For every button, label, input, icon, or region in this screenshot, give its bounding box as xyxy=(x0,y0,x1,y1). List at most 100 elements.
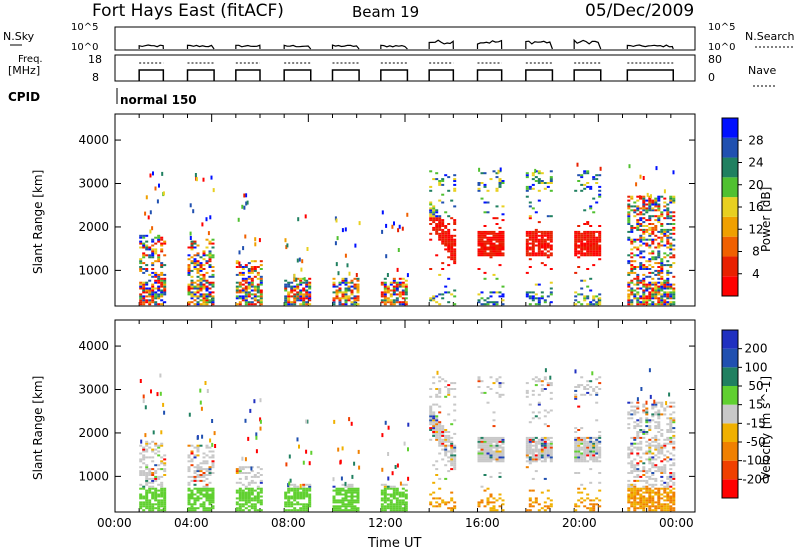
data-cell xyxy=(627,221,631,224)
data-cell xyxy=(537,440,541,443)
data-cell xyxy=(157,238,161,241)
data-cell xyxy=(293,491,297,494)
data-cell xyxy=(660,483,664,486)
data-cell xyxy=(546,382,550,385)
data-cell xyxy=(598,189,602,192)
data-cell xyxy=(193,501,197,504)
data-cell xyxy=(660,444,664,447)
data-cell xyxy=(447,413,451,416)
data-cell xyxy=(196,444,200,447)
data-cell xyxy=(347,501,351,504)
data-cell xyxy=(525,466,529,469)
data-cell xyxy=(154,242,158,245)
data-cell xyxy=(627,493,631,496)
data-cell xyxy=(196,279,200,282)
data-cell xyxy=(645,268,649,270)
colorbar-segment xyxy=(722,118,738,138)
data-cell xyxy=(583,246,587,249)
data-cell xyxy=(438,438,442,441)
data-cell xyxy=(447,242,451,245)
data-cell xyxy=(574,291,578,294)
data-cell xyxy=(501,205,505,208)
data-cell xyxy=(247,505,251,508)
data-cell xyxy=(211,269,215,272)
data-cell xyxy=(199,388,202,393)
data-cell xyxy=(480,244,484,247)
data-cell xyxy=(534,240,538,243)
data-cell xyxy=(589,234,593,237)
data-cell xyxy=(657,409,661,412)
data-cell xyxy=(543,376,547,379)
data-cell xyxy=(595,248,599,251)
data-cell xyxy=(483,244,487,247)
data-cell xyxy=(580,252,584,255)
data-cell xyxy=(398,281,402,284)
data-cell xyxy=(598,505,602,508)
data-cell xyxy=(489,240,493,243)
data-cell xyxy=(202,287,206,290)
data-cell xyxy=(636,462,640,465)
data-cell xyxy=(450,240,454,243)
data-cell xyxy=(163,489,167,492)
data-cell xyxy=(259,264,263,267)
data-cell xyxy=(453,178,457,181)
data-cell xyxy=(630,289,634,292)
data-cell xyxy=(645,432,649,435)
data-cell xyxy=(453,505,457,508)
data-cell xyxy=(335,491,339,494)
data-cell xyxy=(284,297,288,300)
data-cell xyxy=(302,489,306,492)
data-cell xyxy=(648,238,652,241)
data-cell xyxy=(489,456,493,459)
data-cell xyxy=(380,281,384,284)
data-cell xyxy=(537,297,541,300)
data-cell xyxy=(387,476,390,481)
data-cell xyxy=(549,375,552,380)
data-cell xyxy=(540,491,544,494)
data-cell xyxy=(531,238,535,241)
data-cell xyxy=(444,240,448,243)
data-cell xyxy=(580,248,584,251)
data-cell xyxy=(672,507,676,510)
data-cell xyxy=(438,503,442,506)
data-cell xyxy=(353,277,357,280)
data-cell xyxy=(284,493,288,496)
data-cell xyxy=(163,499,167,502)
data-cell xyxy=(383,303,387,306)
data-cell xyxy=(392,293,396,296)
data-cell xyxy=(350,507,354,510)
data-cell xyxy=(669,295,673,298)
data-cell xyxy=(589,207,593,210)
data-cell xyxy=(580,436,584,439)
data-cell xyxy=(534,254,538,257)
data-cell xyxy=(145,287,149,290)
data-cell xyxy=(489,507,493,510)
data-cell xyxy=(398,491,402,494)
data-cell xyxy=(672,474,676,476)
data-cell xyxy=(196,487,200,490)
data-cell xyxy=(630,209,634,212)
data-cell xyxy=(196,285,200,288)
nsky-burst xyxy=(235,44,261,50)
data-cell xyxy=(253,505,257,508)
data-cell xyxy=(672,283,676,286)
data-cell xyxy=(202,293,206,296)
data-cell xyxy=(525,448,529,451)
data-cell xyxy=(145,483,149,486)
data-cell xyxy=(642,232,646,235)
data-cell xyxy=(335,509,339,512)
data-cell xyxy=(154,507,158,510)
data-cell xyxy=(302,503,306,506)
data-cell xyxy=(193,487,197,490)
data-cell xyxy=(199,479,203,482)
data-cell xyxy=(483,440,487,443)
data-cell xyxy=(589,446,593,449)
data-cell xyxy=(486,401,490,404)
data-cell xyxy=(139,444,143,447)
data-cell xyxy=(253,481,257,484)
data-cell xyxy=(669,228,673,231)
data-cell xyxy=(190,295,194,298)
data-cell xyxy=(380,509,384,512)
data-cell xyxy=(332,303,336,306)
data-cell xyxy=(284,287,288,290)
